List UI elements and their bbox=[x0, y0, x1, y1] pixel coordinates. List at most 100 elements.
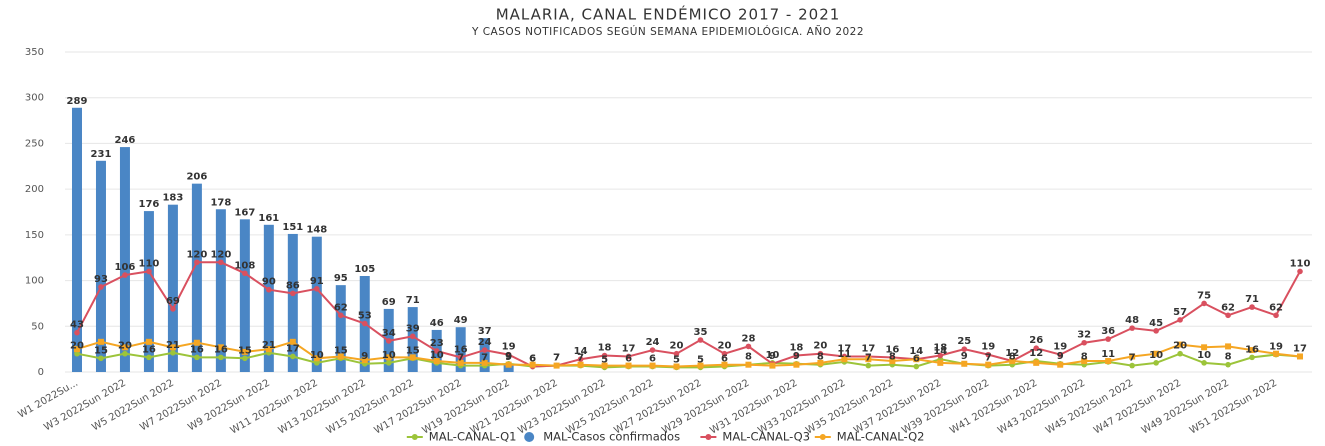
value-label: 7 bbox=[985, 353, 992, 364]
marker bbox=[241, 348, 248, 355]
value-label: 9 bbox=[961, 351, 968, 362]
marker bbox=[1249, 304, 1255, 310]
value-label: 62 bbox=[334, 302, 348, 313]
value-label: 15 bbox=[334, 345, 348, 356]
value-label: 9 bbox=[505, 352, 512, 363]
bar bbox=[95, 160, 106, 372]
value-label: 10 bbox=[430, 350, 444, 361]
value-label: 43 bbox=[70, 320, 84, 331]
x-tick-label: W29 2022Sun 2022 bbox=[660, 378, 751, 437]
value-label: 49 bbox=[454, 315, 468, 326]
value-label: 161 bbox=[258, 213, 279, 224]
x-tick-label: W31 2022Sun 2022 bbox=[708, 378, 799, 437]
value-label: 93 bbox=[94, 274, 108, 285]
marker bbox=[121, 344, 128, 351]
marker bbox=[745, 343, 752, 350]
marker bbox=[961, 360, 968, 367]
value-label: 110 bbox=[1290, 258, 1311, 269]
value-label: 19 bbox=[1269, 342, 1283, 353]
marker bbox=[577, 356, 584, 363]
marker bbox=[337, 353, 344, 360]
value-label: 16 bbox=[142, 344, 156, 355]
legend-swatch bbox=[819, 434, 826, 440]
value-label: 19 bbox=[502, 342, 516, 353]
marker bbox=[913, 356, 920, 363]
x-tick-label: W37 2022Sun 2022 bbox=[852, 378, 943, 437]
bar bbox=[239, 219, 250, 372]
marker bbox=[1153, 328, 1159, 334]
bar bbox=[71, 107, 82, 373]
value-label: 17 bbox=[1293, 343, 1307, 354]
marker bbox=[98, 284, 104, 290]
x-tick-label: W39 2022Sun 2022 bbox=[900, 378, 991, 437]
marker bbox=[1057, 351, 1064, 358]
value-label: 106 bbox=[115, 262, 136, 273]
marker bbox=[721, 361, 728, 368]
marker bbox=[433, 358, 440, 365]
value-label: 11 bbox=[1101, 349, 1115, 360]
x-tick-label: W35 2022Sun 2022 bbox=[804, 378, 895, 437]
value-label: 6 bbox=[529, 354, 536, 365]
x-tick-label: W47 2022Sun 2022 bbox=[1092, 378, 1183, 437]
value-label: 7 bbox=[865, 353, 872, 364]
marker bbox=[649, 347, 656, 353]
y-tick-label: 200 bbox=[25, 184, 44, 195]
marker bbox=[601, 362, 608, 369]
marker bbox=[529, 361, 536, 368]
marker bbox=[625, 362, 632, 369]
value-label: 6 bbox=[913, 354, 920, 365]
marker bbox=[673, 363, 680, 370]
marker bbox=[1201, 360, 1207, 366]
bar bbox=[119, 147, 130, 372]
value-label: 176 bbox=[138, 199, 159, 210]
legend-label: MAL-CANAL-Q3 bbox=[722, 430, 810, 444]
value-label: 53 bbox=[358, 311, 372, 322]
marker bbox=[97, 338, 104, 345]
value-label: 20 bbox=[118, 341, 132, 352]
x-tick-label: W15 2022Sun 2022 bbox=[325, 378, 416, 437]
bar bbox=[263, 224, 274, 372]
marker bbox=[385, 338, 392, 344]
value-label: 20 bbox=[718, 341, 732, 352]
marker bbox=[985, 351, 992, 358]
value-label: 8 bbox=[817, 352, 824, 363]
x-tick-label: W27 2022Sun 2022 bbox=[612, 378, 703, 437]
marker bbox=[98, 355, 104, 362]
value-label: 10 bbox=[382, 350, 396, 361]
marker bbox=[1177, 341, 1184, 348]
value-label: 120 bbox=[210, 249, 231, 260]
marker bbox=[553, 362, 560, 369]
bar bbox=[335, 285, 346, 372]
marker bbox=[601, 352, 608, 359]
value-label: 12 bbox=[1005, 348, 1019, 359]
value-label: 9 bbox=[1057, 351, 1064, 362]
value-label: 34 bbox=[382, 328, 396, 339]
value-label: 15 bbox=[94, 345, 108, 356]
value-label: 16 bbox=[1245, 344, 1259, 355]
marker bbox=[266, 286, 272, 293]
marker bbox=[1009, 358, 1016, 365]
value-label: 178 bbox=[210, 197, 231, 208]
value-label: 151 bbox=[282, 222, 303, 233]
marker bbox=[290, 290, 296, 297]
marker bbox=[889, 358, 896, 365]
x-tick-label: W25 2022Sun 2022 bbox=[564, 378, 655, 437]
marker bbox=[122, 272, 128, 278]
x-tick-label: W5 2022Sun 2022 bbox=[90, 378, 176, 434]
y-tick-label: 150 bbox=[25, 230, 44, 241]
value-label: 28 bbox=[741, 333, 755, 344]
value-label: 5 bbox=[673, 354, 680, 365]
marker bbox=[1129, 353, 1136, 360]
value-label: 14 bbox=[574, 346, 588, 357]
value-label: 105 bbox=[354, 264, 375, 275]
bar bbox=[287, 233, 298, 372]
marker bbox=[721, 350, 728, 357]
x-tick-label: W9 2022Sun 2022 bbox=[186, 378, 272, 434]
chart-title: MALARIA, CANAL ENDÉMICO 2017 - 2021 bbox=[496, 5, 841, 24]
marker bbox=[457, 354, 464, 361]
x-tick-label: W23 2022Sun 2022 bbox=[516, 378, 607, 437]
marker bbox=[361, 320, 368, 327]
value-label: 46 bbox=[430, 318, 444, 329]
value-label: 7 bbox=[577, 353, 584, 364]
marker bbox=[1081, 358, 1088, 365]
